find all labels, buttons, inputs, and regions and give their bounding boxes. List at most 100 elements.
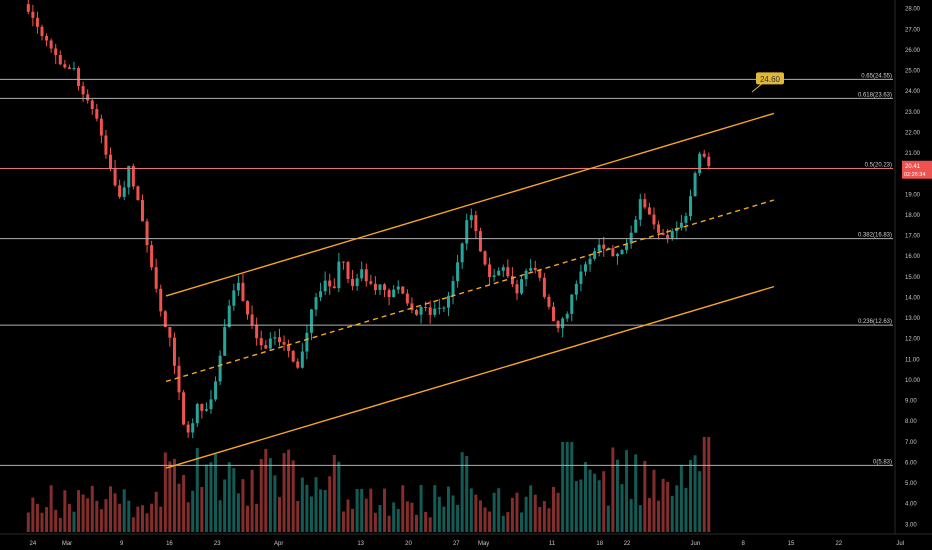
- price-axis-tick: 21.00: [905, 151, 921, 157]
- volume-bar: [615, 459, 619, 532]
- volume-bar: [351, 508, 355, 532]
- price-axis-tick: 5.00: [905, 481, 917, 487]
- candle-body: [492, 275, 496, 277]
- volume-bar: [40, 512, 44, 532]
- volume-bar: [45, 507, 49, 532]
- volume-bar: [378, 505, 382, 532]
- volume-bar: [182, 474, 186, 532]
- volume-bar: [118, 503, 122, 532]
- candle-body: [661, 232, 665, 235]
- volume-bar: [122, 489, 126, 532]
- volume-bar: [200, 487, 204, 532]
- time-axis-label: Mar: [62, 541, 72, 547]
- volume-bar: [323, 490, 327, 532]
- volume-bar: [31, 497, 35, 532]
- volume-bar: [520, 512, 524, 532]
- volume-bar: [561, 442, 565, 532]
- candle-body: [588, 258, 592, 265]
- volume-bar: [666, 481, 670, 532]
- candle-body: [214, 381, 218, 400]
- volume-bar: [104, 499, 108, 532]
- volume-bar: [268, 458, 272, 532]
- price-axis-tick: 3.00: [905, 522, 917, 528]
- candle-body: [684, 216, 688, 223]
- volume-bar: [693, 455, 697, 532]
- volume-bar: [305, 484, 309, 532]
- volume-bar: [579, 479, 583, 532]
- candle-body: [383, 284, 387, 291]
- candle-body: [611, 248, 615, 257]
- candle-body: [552, 306, 556, 322]
- candle-body: [510, 276, 514, 285]
- volume-bar: [154, 491, 158, 532]
- volume-bar: [428, 517, 432, 532]
- price-axis-tick: 8.00: [905, 419, 917, 425]
- volume-bar: [54, 509, 58, 532]
- fib-labels: 0.65(24.55) 0.618(23.63) 0.5(20.23) 0.382(1…: [858, 73, 892, 465]
- candle-body: [113, 168, 117, 186]
- candle-body: [63, 64, 67, 68]
- fib-level-label: 0.65(24.55): [861, 73, 892, 79]
- price-axis-panel[interactable]: [895, 0, 932, 534]
- candle-body: [570, 294, 574, 314]
- candle-body: [287, 344, 291, 351]
- candle-body: [195, 404, 199, 424]
- candle-body: [693, 173, 697, 197]
- price-tag: 20.41 02:26:34: [902, 160, 932, 179]
- volume-bar: [629, 498, 633, 532]
- candle-body: [620, 250, 624, 254]
- candle-body: [81, 86, 85, 95]
- volume-bar: [314, 477, 318, 532]
- candle-body: [437, 307, 441, 309]
- volume-bar: [638, 505, 642, 532]
- time-axis-panel[interactable]: [0, 534, 932, 550]
- candle-body: [223, 327, 227, 356]
- candle-body: [414, 309, 418, 315]
- price-axis-tick: 10.00: [905, 378, 921, 384]
- candle-body: [474, 215, 478, 232]
- candle-body: [35, 17, 39, 27]
- volume-bar: [95, 500, 99, 532]
- candle-body: [250, 314, 254, 326]
- volume-bar: [195, 447, 199, 532]
- candle-body: [369, 281, 373, 284]
- candle-body: [31, 11, 35, 18]
- price-axis-tick: 25.00: [905, 69, 921, 75]
- candle-body: [314, 297, 318, 310]
- volume-bar: [401, 485, 405, 532]
- candle-body: [332, 286, 336, 289]
- price-axis-tick: 9.00: [905, 399, 917, 405]
- time-axis[interactable]: 24 Mar 9 16 23 Apr 13 20 27 May 11 18 22 Jun 8 15 22 Jul: [30, 541, 905, 547]
- time-axis-label: 11: [549, 541, 556, 547]
- candle-body: [442, 307, 446, 309]
- volume-bar: [510, 497, 514, 532]
- candle-body: [561, 318, 565, 329]
- volume-bar: [565, 442, 569, 532]
- volume-bar: [163, 452, 167, 532]
- candle-body: [104, 135, 108, 155]
- volume-bar: [424, 511, 428, 532]
- candle-body: [478, 231, 482, 252]
- price-axis[interactable]: 3.00 4.00 5.00 6.00 7.00 8.00 9.00 10.00 11.00 12…: [905, 7, 921, 529]
- candle-body: [291, 350, 295, 362]
- candle-body: [501, 267, 505, 271]
- candle-body: [396, 286, 400, 290]
- volume-bar: [136, 506, 140, 532]
- fib-level-label: 0.618(23.63): [858, 92, 892, 98]
- candle-body: [392, 289, 396, 298]
- volume-bar: [49, 485, 53, 532]
- price-tag-box: [902, 160, 932, 179]
- channel-mid-dashed-line: [165, 199, 775, 383]
- volume-bar: [58, 517, 62, 532]
- candle-body: [182, 392, 186, 425]
- candle-body: [647, 207, 651, 215]
- candle-body: [127, 165, 131, 188]
- candle-body: [45, 35, 49, 41]
- time-axis-label: 8: [741, 541, 745, 547]
- candle-body: [529, 268, 533, 271]
- candle-body: [227, 305, 231, 328]
- volume-bar: [26, 512, 30, 532]
- volume-bar: [287, 449, 291, 532]
- price-axis-tick: 26.00: [905, 48, 921, 54]
- candle-body: [702, 153, 706, 157]
